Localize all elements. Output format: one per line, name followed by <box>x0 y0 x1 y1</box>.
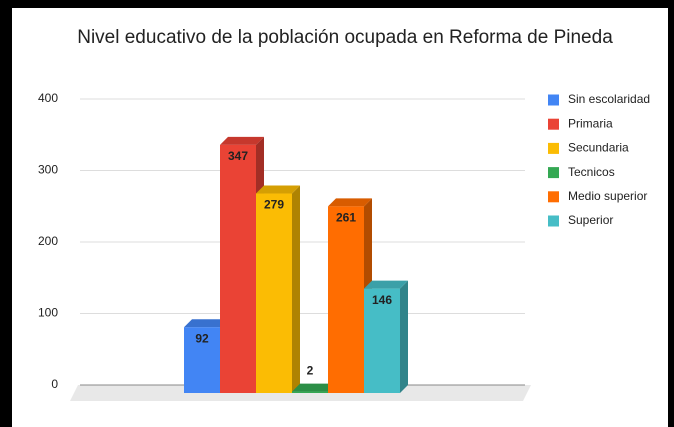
y-tick-label: 0 <box>51 377 58 391</box>
data-label: 92 <box>195 331 209 345</box>
legend-swatch <box>548 167 559 179</box>
legend-label: Tecnicos <box>568 165 615 179</box>
bar-face <box>256 193 292 393</box>
bar-face <box>292 185 300 393</box>
bar-face <box>400 280 408 393</box>
bar-face <box>292 383 336 392</box>
bar-face <box>364 280 408 289</box>
legend-label: Superior <box>568 213 613 227</box>
y-tick-label: 300 <box>38 163 58 177</box>
bar-face <box>328 198 372 207</box>
data-label: 347 <box>228 149 248 163</box>
legend-label: Medio superior <box>568 189 647 203</box>
bar-face <box>220 136 264 145</box>
bar-face <box>328 206 364 393</box>
y-tick-label: 400 <box>38 91 58 105</box>
bar <box>328 198 372 393</box>
data-label: 2 <box>307 364 314 378</box>
y-tick-label: 100 <box>38 306 58 320</box>
bar-face <box>184 319 228 328</box>
legend-label: Sin escolaridad <box>568 92 650 106</box>
bar-face <box>256 185 300 194</box>
legend-swatch <box>548 94 559 106</box>
legend-swatch <box>548 142 559 154</box>
bar-face <box>364 288 400 393</box>
chart-title: Nivel educativo de la población ocupada … <box>77 27 613 48</box>
legend-label: Primaria <box>568 116 613 130</box>
legend-swatch <box>548 118 559 130</box>
data-label: 261 <box>336 211 356 225</box>
bar <box>256 185 300 393</box>
bar <box>364 280 408 393</box>
data-label: 279 <box>264 198 284 212</box>
legend-swatch <box>548 215 559 227</box>
bar-face <box>292 391 328 393</box>
legend-label: Secundaria <box>568 141 629 155</box>
bar-face <box>220 144 256 393</box>
data-label: 146 <box>372 293 392 307</box>
legend-swatch <box>548 191 559 203</box>
y-tick-label: 200 <box>38 234 58 248</box>
bar-face <box>184 327 220 393</box>
